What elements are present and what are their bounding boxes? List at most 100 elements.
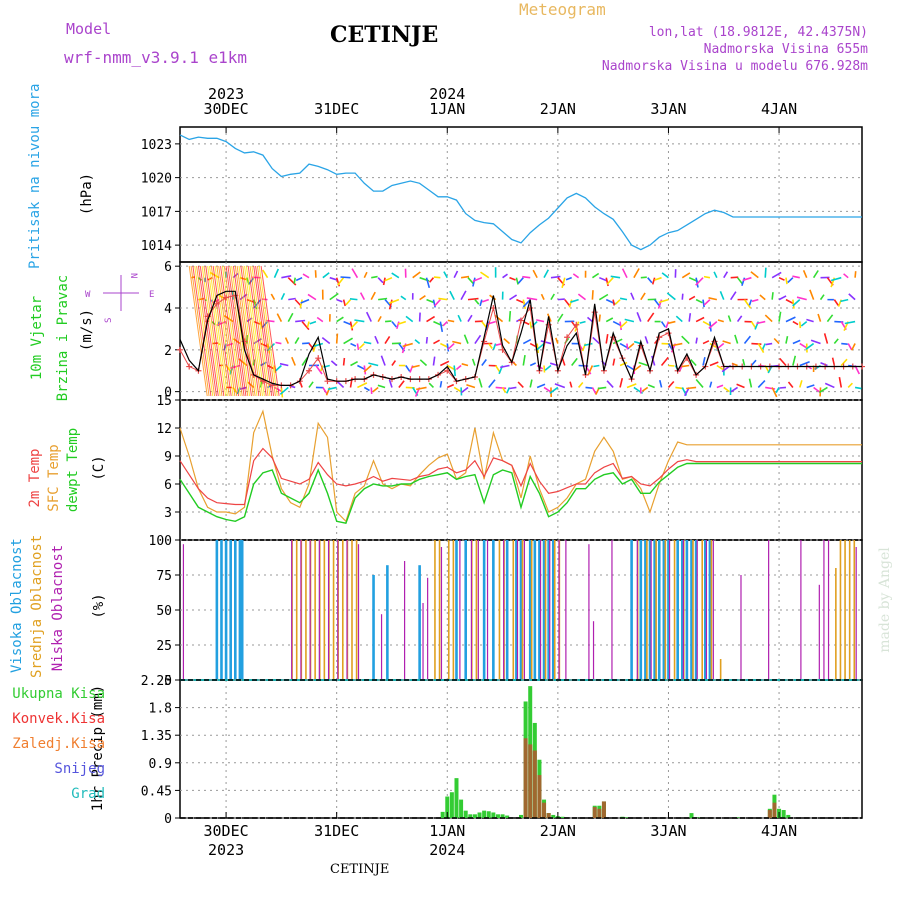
wind-arrow bbox=[734, 334, 739, 344]
wind-arrow bbox=[467, 297, 479, 301]
wind-arrow bbox=[398, 380, 405, 388]
wind-arrow bbox=[388, 298, 400, 305]
total-precip-bar bbox=[459, 799, 464, 818]
wind-arrow bbox=[681, 293, 684, 300]
wind-arrow bbox=[460, 275, 470, 279]
wind-arrow bbox=[785, 336, 789, 344]
frozen-precip-bar bbox=[767, 810, 772, 818]
wind-arrow bbox=[312, 343, 317, 352]
y-tick-label: 0.9 bbox=[149, 757, 172, 772]
low-cloud-bar bbox=[357, 544, 360, 680]
wind-arrow bbox=[647, 277, 653, 284]
wind-arrow bbox=[564, 299, 571, 306]
wind-arrow bbox=[279, 386, 289, 395]
wind-arrow bbox=[660, 356, 669, 367]
wind-arrow bbox=[522, 275, 531, 279]
wind-arrow bbox=[478, 378, 483, 388]
wind-arrow bbox=[654, 276, 662, 281]
wind-arrow bbox=[854, 271, 857, 278]
mid-cloud-bar bbox=[341, 540, 344, 680]
top-day-label: 3JAN bbox=[650, 100, 686, 118]
wind-arrow bbox=[765, 342, 773, 346]
wind-arrow bbox=[586, 316, 593, 323]
wind-arrow bbox=[641, 386, 649, 392]
low-cloud-bar bbox=[539, 540, 542, 680]
high-cloud-bar bbox=[528, 540, 532, 680]
mid-cloud-bar bbox=[447, 540, 450, 680]
wind-arrow bbox=[695, 277, 699, 288]
wind-arrow bbox=[756, 320, 766, 325]
high-cloud-bar bbox=[519, 540, 523, 680]
wind-arrow bbox=[619, 378, 624, 388]
wind-arrow bbox=[605, 317, 614, 323]
low-cloud-bar bbox=[800, 540, 802, 680]
wind-arrow bbox=[847, 343, 853, 351]
lonlat-label: lon,lat (18.9812E, 42.4375N) bbox=[648, 25, 868, 40]
wind-arrow bbox=[787, 277, 794, 284]
compass-e: E bbox=[149, 290, 154, 300]
high-cloud-bar bbox=[690, 540, 693, 680]
wind-arrow bbox=[330, 360, 338, 367]
wind-arrow bbox=[577, 381, 584, 388]
y-tick-label: 1017 bbox=[141, 205, 172, 220]
y-tick-label: 3 bbox=[164, 506, 172, 521]
wind-arrow bbox=[587, 365, 594, 376]
wind-arrow bbox=[695, 277, 704, 286]
low-cloud-bar bbox=[318, 540, 320, 680]
wind-arrow bbox=[778, 276, 785, 281]
wind-arrow bbox=[640, 292, 646, 301]
wind-arrow bbox=[192, 265, 212, 397]
wind-arrow bbox=[276, 313, 283, 322]
wind-arrow bbox=[384, 276, 393, 282]
wind-arrow bbox=[661, 272, 669, 279]
meteogram-title: Meteogram bbox=[519, 0, 606, 19]
wind-arrow bbox=[799, 342, 808, 349]
wind-arrow bbox=[787, 381, 794, 388]
wind-arrow bbox=[267, 364, 275, 370]
high-cloud-bar bbox=[233, 540, 237, 680]
wind-arrow bbox=[253, 320, 261, 325]
wind-arrow bbox=[301, 357, 309, 366]
wind-arrow bbox=[526, 297, 538, 301]
total-precip-bar bbox=[786, 814, 791, 818]
wind-arrow bbox=[388, 299, 393, 310]
total-precip-bar bbox=[689, 813, 694, 818]
low-cloud-bar bbox=[403, 561, 406, 680]
mid-cloud-bar bbox=[701, 540, 704, 680]
wind-arrow bbox=[633, 268, 640, 279]
wind-arrow bbox=[280, 292, 286, 300]
total-precip-bar bbox=[491, 812, 496, 818]
wind-arrow bbox=[555, 337, 559, 344]
y-tick-label: 1014 bbox=[141, 239, 172, 254]
wind-arrow bbox=[480, 271, 490, 279]
wind-arrow bbox=[190, 319, 191, 321]
wind-arrow bbox=[614, 299, 621, 305]
wind-arrow bbox=[294, 299, 302, 307]
wind-arrow bbox=[402, 342, 413, 348]
bottom-day-label: 4JAN bbox=[761, 822, 797, 840]
y-tick-label: 0 bbox=[164, 674, 172, 689]
wind-arrow bbox=[598, 314, 601, 322]
wind-arrow bbox=[702, 357, 706, 366]
wind-arrow bbox=[322, 387, 328, 395]
t2m-line bbox=[179, 447, 862, 506]
wind-arrow bbox=[638, 361, 648, 367]
wind-arrow bbox=[568, 299, 573, 308]
wind-arrow bbox=[363, 341, 372, 345]
wind-arrow bbox=[598, 293, 609, 301]
gust-marker bbox=[711, 338, 718, 345]
compass-n: N bbox=[128, 273, 138, 278]
mid-cloud-bar bbox=[498, 540, 501, 680]
wind-arrow bbox=[773, 337, 780, 345]
low-cloud-bar bbox=[549, 540, 551, 680]
low-cloud-bar bbox=[611, 540, 613, 680]
wind-arrow bbox=[572, 273, 580, 279]
wind-arrow bbox=[363, 365, 367, 375]
wind-arrow bbox=[599, 276, 608, 282]
wind-arrow bbox=[792, 320, 799, 326]
wind-arrow bbox=[792, 339, 801, 345]
y-tick-label: 1.8 bbox=[149, 702, 172, 717]
wind-arrow bbox=[336, 298, 343, 303]
bottom-day-label: 1JAN bbox=[429, 822, 465, 840]
